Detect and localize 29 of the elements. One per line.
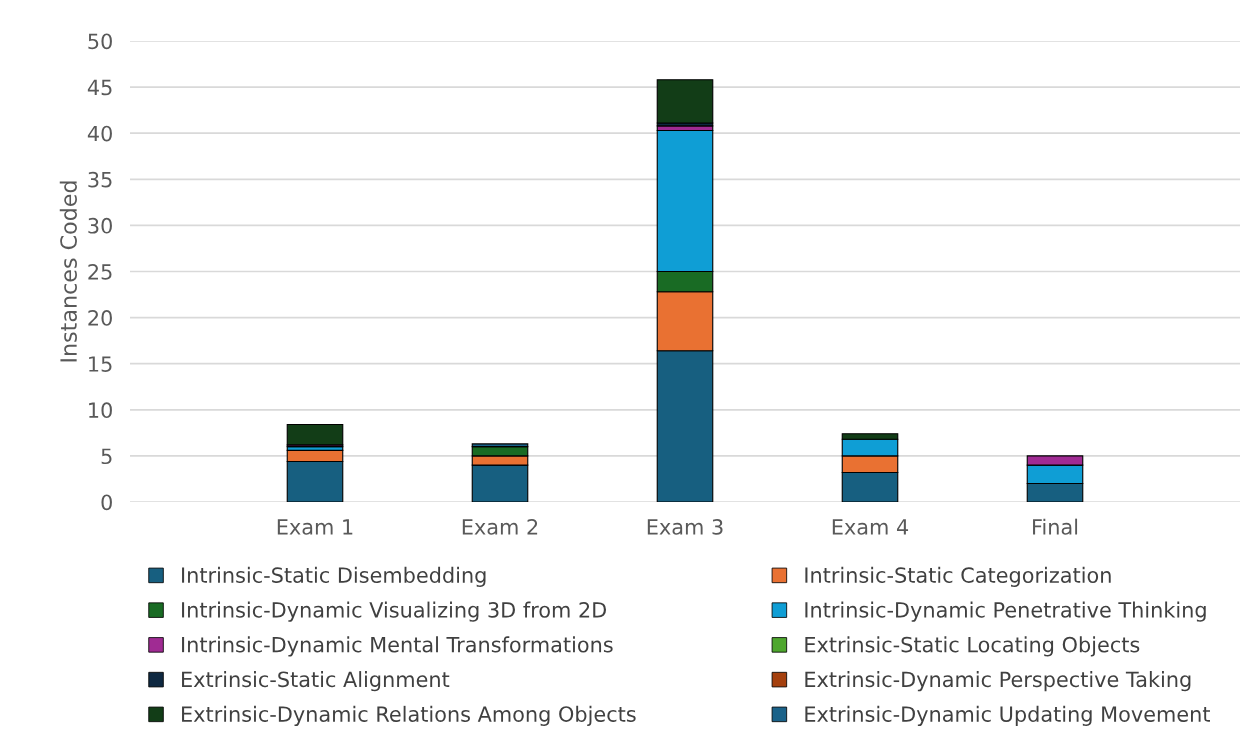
x-tick-label: Exam 2 <box>462 519 538 535</box>
y-tick-label: 45 <box>87 79 112 96</box>
bar <box>656 79 714 124</box>
x-tick-label: Final <box>1033 518 1078 535</box>
y-tick-label: 40 <box>87 125 112 142</box>
legend-label: Extrinsic-Static Locating Objects <box>805 636 1140 657</box>
y-tick-label: 20 <box>88 310 112 326</box>
x-tick-label: Exam 1 <box>277 519 353 535</box>
x-tick-label: Exam 3 <box>647 519 723 535</box>
y-tick-label: 35 <box>88 171 112 188</box>
legend-label: Extrinsic-Dynamic Relations Among Objects <box>182 705 636 726</box>
y-tick-label: 10 <box>89 402 112 419</box>
legend-label: Intrinsic-Dynamic Visualizing 3D from 2D <box>182 601 607 622</box>
y-tick-label: 30 <box>88 217 112 234</box>
x-tick-label: Exam 4 <box>832 519 909 535</box>
legend-label: Extrinsic-Dynamic Perspective Taking <box>805 671 1191 692</box>
y-tick-label: 50 <box>88 33 112 50</box>
y-tick-label: 15 <box>89 356 112 372</box>
y-axis-title: Instances Coded <box>59 181 77 362</box>
legend-label: Intrinsic-Static Categorization <box>805 566 1111 588</box>
y-tick-label: 25 <box>88 263 112 280</box>
y-tick-label: 5 <box>101 448 112 465</box>
y-tick-label: 0 <box>101 494 112 511</box>
legend-label: Intrinsic-Dynamic Penetrative Thinking <box>805 601 1206 622</box>
legend-label: Extrinsic-Dynamic Updating Movement <box>805 705 1210 726</box>
legend-label: Extrinsic-Static Alignment <box>182 671 450 692</box>
bar <box>286 423 344 446</box>
legend-label: Intrinsic-Dynamic Mental Transformations <box>182 636 613 657</box>
legend-label: Intrinsic-Static Disembedding <box>182 566 486 588</box>
